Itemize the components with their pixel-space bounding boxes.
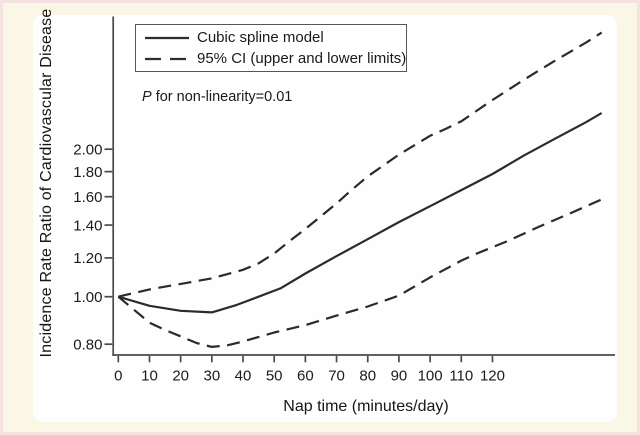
y-tick-label: 1.20 — [73, 250, 102, 267]
x-tick-label: 80 — [359, 368, 376, 385]
ci-lower-curve — [117, 198, 603, 348]
x-tick-label: 60 — [297, 368, 314, 385]
x-tick-label: 110 — [449, 368, 473, 385]
x-tick-label: 100 — [418, 368, 443, 385]
legend-label-spline: Cubic spline model — [197, 29, 324, 46]
x-tick-label: 50 — [266, 368, 283, 385]
dashed-line-icon — [145, 57, 189, 60]
legend-label-ci: 95% CI (upper and lower limits) — [197, 50, 407, 67]
solid-line-icon — [145, 36, 189, 39]
x-tick-label: 70 — [328, 368, 345, 385]
y-tick-label: 1.60 — [73, 189, 102, 206]
legend-item-ci: 95% CI (upper and lower limits) — [145, 50, 406, 67]
p-value-note: P for non-linearity=0.01 — [142, 89, 292, 105]
y-tick-label: 1.40 — [73, 217, 102, 234]
x-tick-label: 30 — [203, 368, 220, 385]
legend-item-spline: Cubic spline model — [145, 29, 406, 46]
x-tick-label: 0 — [114, 368, 122, 385]
y-axis-label: Incidence Rate Ratio of Cardiovascular D… — [38, 8, 55, 358]
legend-box: Cubic spline model 95% CI (upper and low… — [135, 24, 407, 72]
x-tick-label: 20 — [172, 368, 189, 385]
p-note-text: for non-linearity=0.01 — [151, 89, 293, 105]
y-tick-label: 1.80 — [73, 164, 102, 181]
ci-upper-curve — [118, 31, 603, 298]
x-tick-label: 10 — [141, 368, 158, 385]
cubic-spline-curve — [117, 112, 603, 314]
x-tick-label: 40 — [235, 368, 252, 385]
x-axis-label: Nap time (minutes/day) — [283, 398, 449, 415]
y-tick-label: 0.80 — [73, 336, 102, 353]
y-tick-label: 2.00 — [73, 141, 102, 158]
y-tick-label: 1.00 — [73, 289, 102, 306]
p-symbol: P — [142, 89, 152, 105]
x-tick-label: 120 — [480, 368, 505, 385]
x-tick-label: 90 — [391, 368, 408, 385]
